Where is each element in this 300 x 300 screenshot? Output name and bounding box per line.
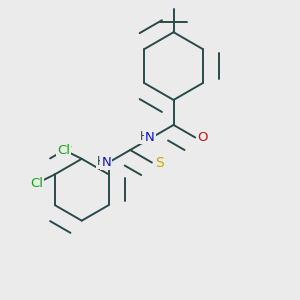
Text: Cl: Cl xyxy=(57,144,70,157)
Text: H: H xyxy=(97,155,105,168)
Text: N: N xyxy=(145,131,155,144)
Text: S: S xyxy=(155,155,164,170)
Text: H: H xyxy=(140,130,149,143)
Text: Cl: Cl xyxy=(30,177,43,190)
Text: N: N xyxy=(101,156,111,169)
Text: O: O xyxy=(197,131,208,144)
